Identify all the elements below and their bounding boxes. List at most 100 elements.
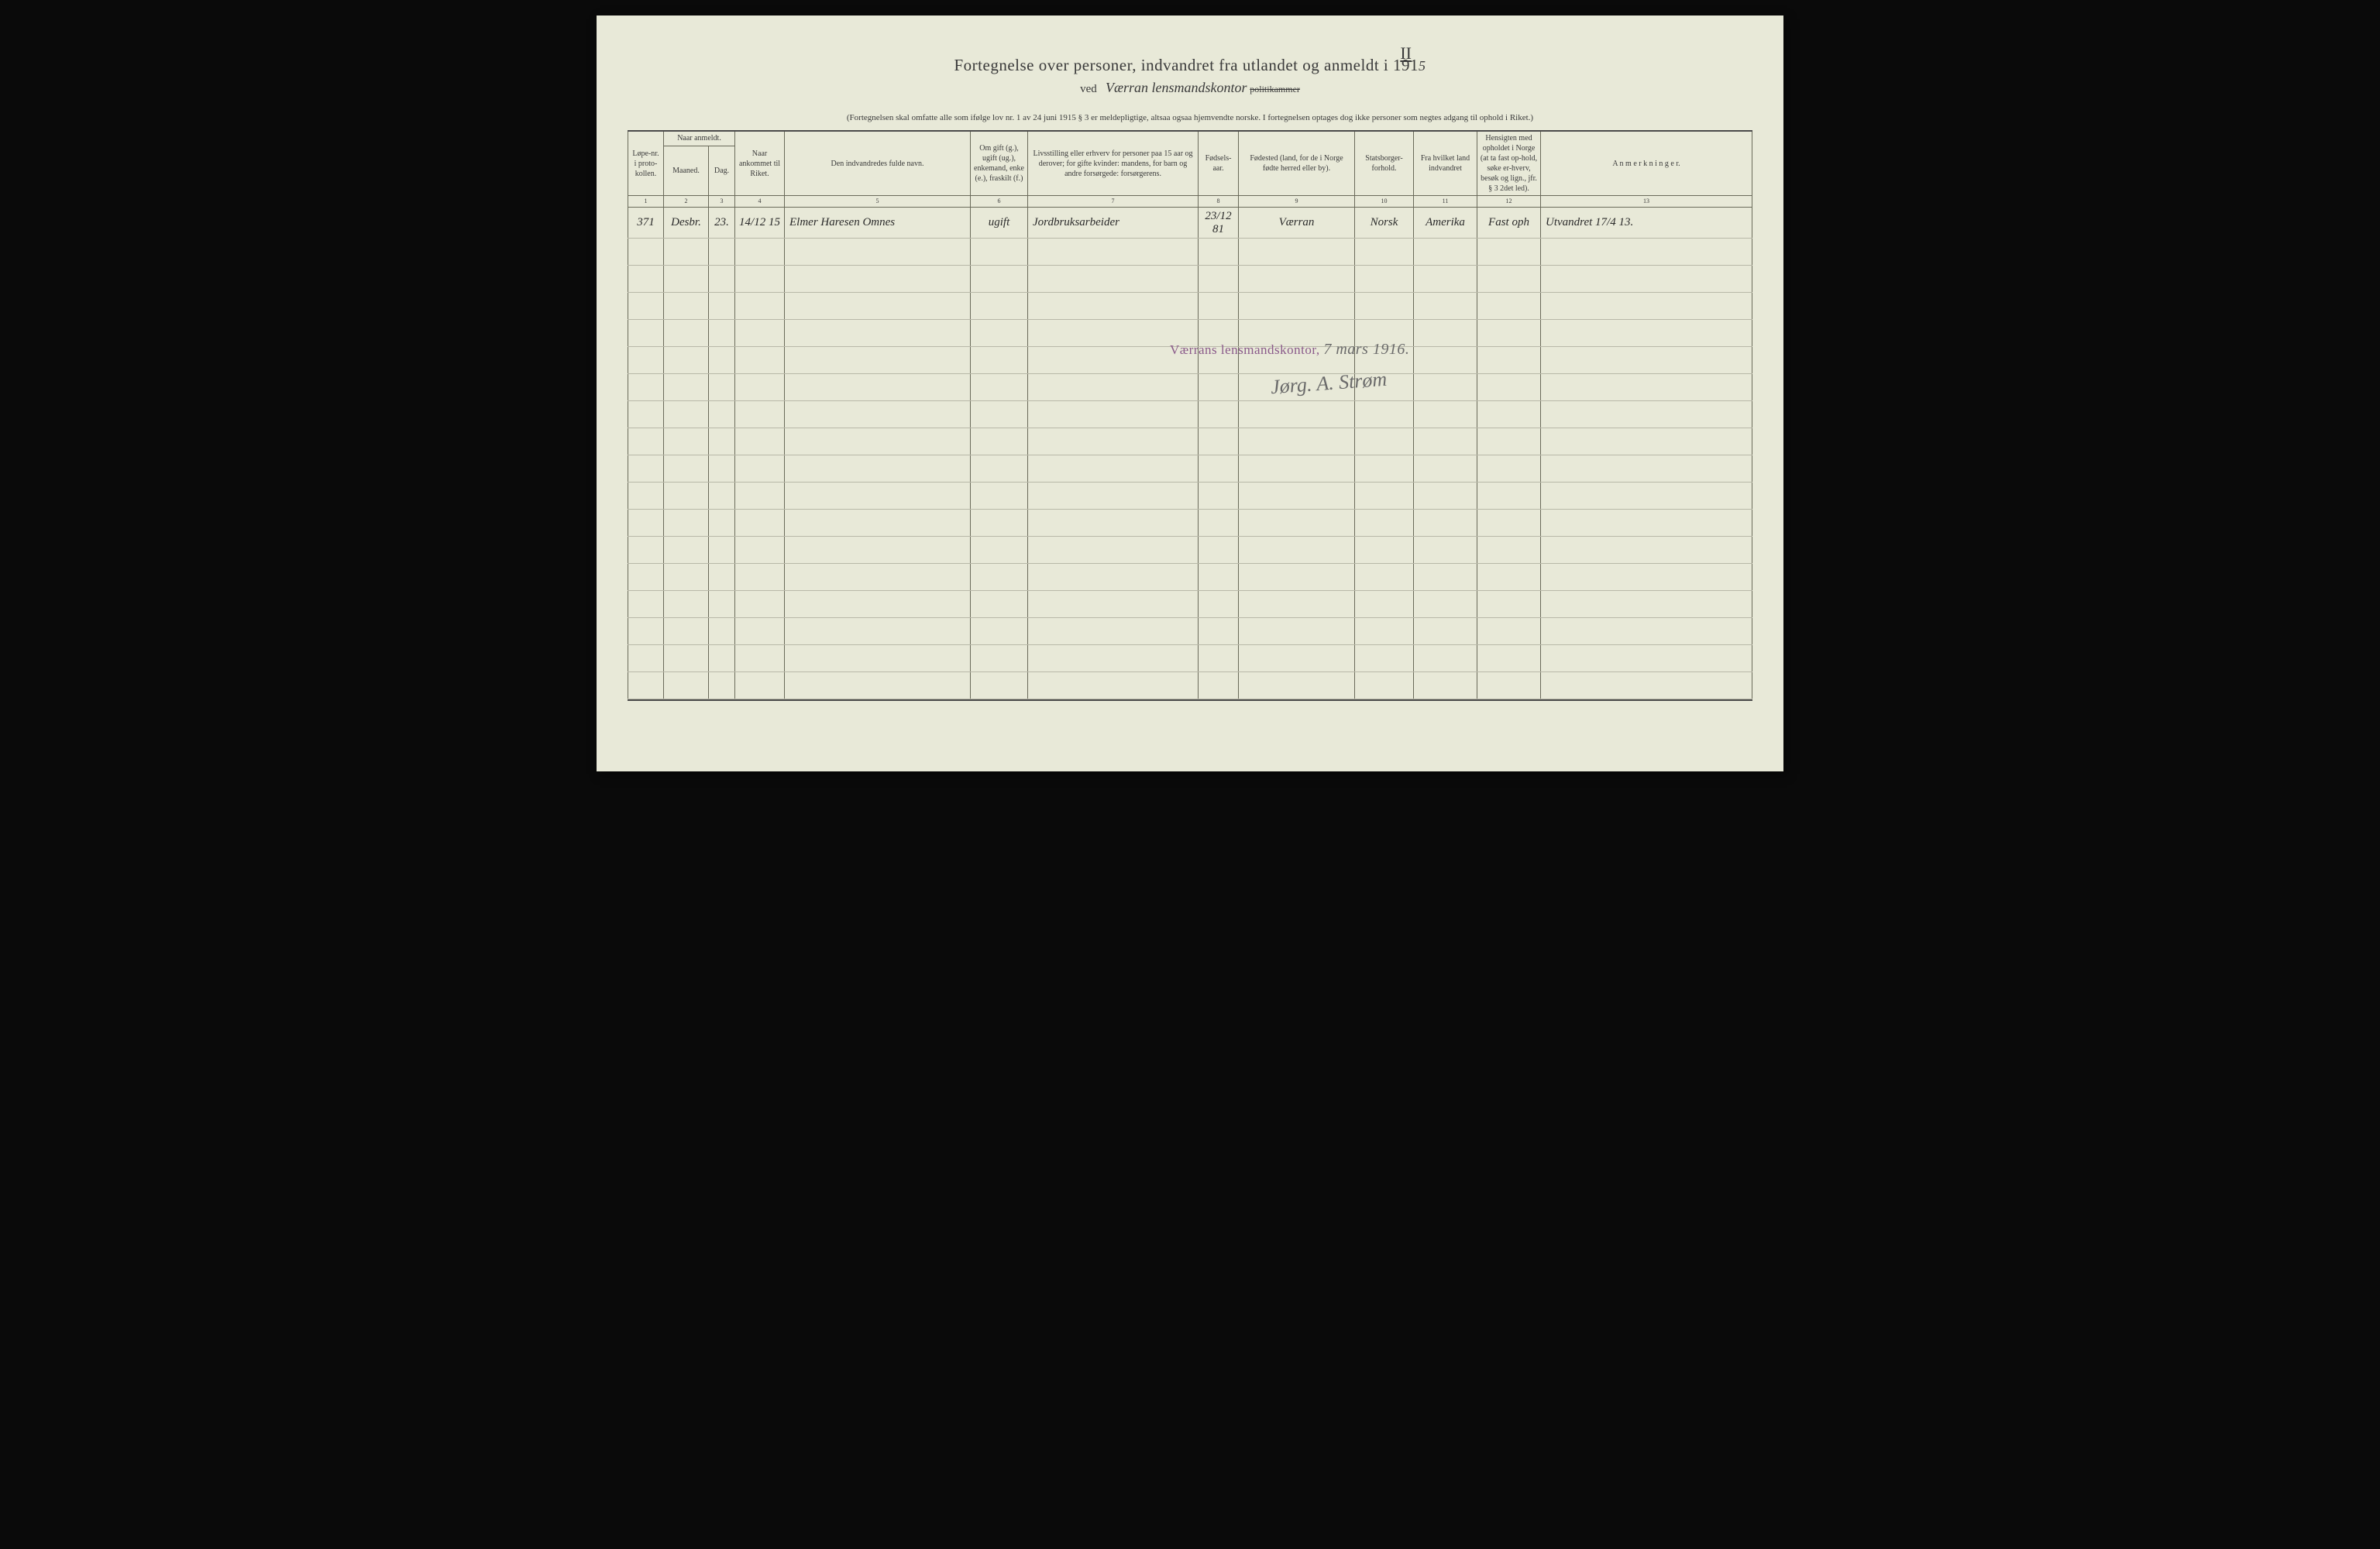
col-maaned: Maaned. xyxy=(664,146,709,195)
empty-cell xyxy=(1028,645,1199,672)
empty-cell xyxy=(785,293,971,320)
empty-cell xyxy=(664,293,709,320)
empty-cell xyxy=(709,239,735,266)
empty-cell xyxy=(785,401,971,428)
empty-cell xyxy=(709,455,735,483)
empty-cell xyxy=(1199,401,1239,428)
table-row xyxy=(628,591,1752,618)
table-row xyxy=(628,618,1752,645)
empty-cell xyxy=(785,455,971,483)
empty-cell xyxy=(735,645,785,672)
empty-cell xyxy=(1477,401,1541,428)
empty-cell xyxy=(628,401,664,428)
table-row xyxy=(628,455,1752,483)
cell-gift: ugift xyxy=(971,208,1028,239)
colnum: 8 xyxy=(1199,196,1239,208)
table-row xyxy=(628,645,1752,672)
empty-cell xyxy=(628,428,664,455)
empty-cell xyxy=(1239,618,1355,645)
empty-cell xyxy=(1541,455,1752,483)
stamp-date: 7 mars 1916. xyxy=(1323,341,1409,358)
empty-cell xyxy=(1414,591,1477,618)
colnum: 9 xyxy=(1239,196,1355,208)
empty-cell xyxy=(1028,564,1199,591)
table-row xyxy=(628,483,1752,510)
empty-cell xyxy=(1541,645,1752,672)
empty-cell xyxy=(1028,591,1199,618)
empty-cell xyxy=(1355,591,1414,618)
col-lopenr: Løpe-nr. i proto-kollen. xyxy=(628,132,664,196)
empty-cell xyxy=(1414,455,1477,483)
empty-cell xyxy=(1541,672,1752,699)
empty-cell xyxy=(1541,428,1752,455)
cell-navn: Elmer Haresen Omnes xyxy=(785,208,971,239)
office-stamp: Værrans lensmandskontor, 7 mars 1916. xyxy=(1170,341,1409,359)
cell-ankommet: 14/12 15 xyxy=(735,208,785,239)
empty-cell xyxy=(709,347,735,374)
empty-cell xyxy=(1199,645,1239,672)
col-fodselsaar: Fødsels-aar. xyxy=(1199,132,1239,196)
page-title: Fortegnelse over personer, indvandret fr… xyxy=(628,56,1752,75)
empty-cell xyxy=(1477,347,1541,374)
empty-cell xyxy=(709,374,735,401)
legal-subtitle: (Fortegnelsen skal omfatte alle som iføl… xyxy=(628,113,1752,122)
empty-cell xyxy=(785,672,971,699)
empty-cell xyxy=(1239,455,1355,483)
empty-cell xyxy=(1028,455,1199,483)
empty-cell xyxy=(709,510,735,537)
empty-cell xyxy=(628,618,664,645)
empty-cell xyxy=(709,293,735,320)
empty-cell xyxy=(1028,293,1199,320)
empty-cell xyxy=(1541,483,1752,510)
empty-cell xyxy=(785,320,971,347)
col-fra-land: Fra hvilket land indvandret xyxy=(1414,132,1477,196)
empty-cell xyxy=(1239,483,1355,510)
table-row xyxy=(628,266,1752,293)
empty-cell xyxy=(1355,672,1414,699)
empty-cell xyxy=(1355,483,1414,510)
table-row xyxy=(628,239,1752,266)
empty-cell xyxy=(971,618,1028,645)
col-ankommet: Naar ankommet til Riket. xyxy=(735,132,785,196)
empty-cell xyxy=(735,293,785,320)
empty-cell xyxy=(1414,320,1477,347)
empty-cell xyxy=(709,591,735,618)
empty-cell xyxy=(1199,537,1239,564)
empty-cell xyxy=(971,564,1028,591)
empty-cell xyxy=(735,428,785,455)
empty-cell xyxy=(735,564,785,591)
table-row: 371 Desbr. 23. 14/12 15 Elmer Haresen Om… xyxy=(628,208,1752,239)
col-gift: Om gift (g.), ugift (ug.), enkemand, enk… xyxy=(971,132,1028,196)
empty-cell xyxy=(664,645,709,672)
empty-cell xyxy=(1028,401,1199,428)
empty-cell xyxy=(971,645,1028,672)
empty-cell xyxy=(664,564,709,591)
empty-cell xyxy=(735,374,785,401)
empty-cell xyxy=(664,672,709,699)
empty-cell xyxy=(1541,293,1752,320)
empty-cell xyxy=(1239,510,1355,537)
empty-cell xyxy=(735,239,785,266)
colnum: 5 xyxy=(785,196,971,208)
empty-cell xyxy=(735,320,785,347)
empty-cell xyxy=(1541,239,1752,266)
empty-cell xyxy=(1414,401,1477,428)
col-dag: Dag. xyxy=(709,146,735,195)
empty-cell xyxy=(1477,455,1541,483)
empty-cell xyxy=(1028,239,1199,266)
empty-cell xyxy=(785,266,971,293)
empty-cell xyxy=(785,347,971,374)
empty-cell xyxy=(1199,564,1239,591)
empty-cell xyxy=(664,455,709,483)
colnum: 12 xyxy=(1477,196,1541,208)
table-row xyxy=(628,401,1752,428)
empty-cell xyxy=(1477,266,1541,293)
empty-cell xyxy=(628,266,664,293)
empty-cell xyxy=(664,428,709,455)
empty-cell xyxy=(1355,239,1414,266)
cell-anmerkninger: Utvandret 17/4 13. xyxy=(1541,208,1752,239)
empty-cell xyxy=(971,510,1028,537)
empty-cell xyxy=(1477,374,1541,401)
empty-cell xyxy=(1355,510,1414,537)
empty-cell xyxy=(628,564,664,591)
